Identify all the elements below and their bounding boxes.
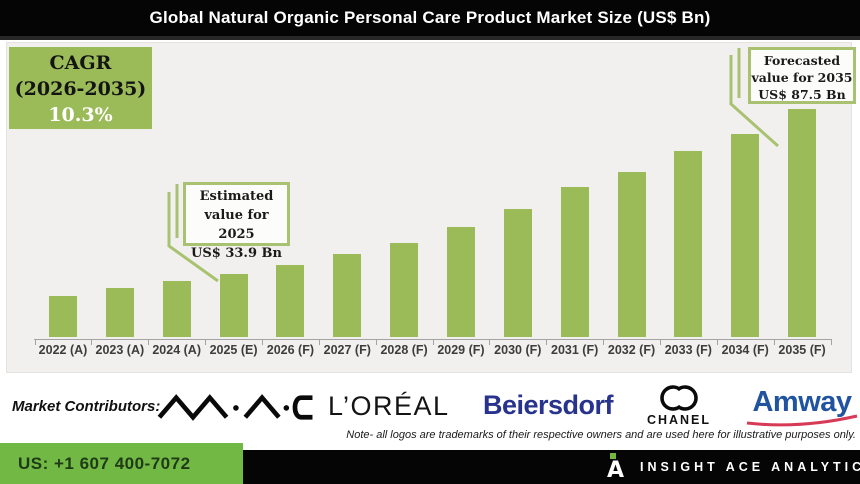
callout-text: value for 2025 <box>204 208 269 242</box>
bar <box>49 296 77 337</box>
axis-tick <box>318 339 320 345</box>
bar <box>503 209 532 337</box>
x-axis-label: 2031 (F) <box>551 343 599 357</box>
footer-brand-bar: A INSIGHT ACE ANALYTIC <box>243 450 860 484</box>
logos-disclaimer-note: Note- all logos are trademarks of their … <box>346 429 856 441</box>
x-axis-label: 2023 (A) <box>95 343 145 357</box>
bar <box>105 288 134 337</box>
amway-wordmark: Amway <box>752 386 852 418</box>
axis-tick <box>205 339 207 345</box>
callout-text: Forecasted <box>763 53 841 68</box>
cagr-period: (2026-2035) <box>14 78 147 100</box>
amway-logo: Amway <box>745 386 859 429</box>
chart-area: 2022 (A) 2023 (A) 2024 (A) 2025 (E) 2026 (F)… <box>6 42 852 373</box>
estimated-value-callout: Estimated value for 2025 US$ 33.9 Bn <box>183 182 290 261</box>
x-axis-label: 2030 (F) <box>494 343 542 357</box>
axis-tick <box>375 339 377 345</box>
bar <box>333 254 362 337</box>
amway-swoosh-icon <box>746 414 858 427</box>
chanel-logo: CHANEL <box>644 381 714 427</box>
x-axis-label: 2026 (F) <box>266 343 315 357</box>
x-axis-line <box>34 339 831 340</box>
x-axis-label: 2028 (F) <box>380 343 428 357</box>
forecasted-value-callout: Forecasted value for 2035 US$ 87.5 Bn <box>748 47 856 104</box>
cagr-label: CAGR <box>49 52 112 74</box>
callout-text: Estimated <box>199 189 274 204</box>
axis-tick <box>716 339 718 345</box>
axis-tick <box>773 339 775 345</box>
market-contributors-label: Market Contributors: <box>12 398 161 415</box>
bar <box>788 109 817 337</box>
axis-tick <box>830 339 832 345</box>
axis-tick <box>148 339 150 345</box>
x-axis-label: 2024 (A) <box>152 343 201 357</box>
callout-value: US$ 33.9 Bn <box>191 246 282 261</box>
bar <box>560 187 589 337</box>
insightace-logo-icon: A <box>607 452 624 482</box>
cagr-value: 10.3% <box>48 104 113 126</box>
x-axis-label: 2034 (F) <box>721 343 769 357</box>
bar <box>390 243 419 337</box>
axis-tick <box>489 339 491 345</box>
company-name: INSIGHT ACE ANALYTIC <box>640 460 860 474</box>
phone-number: US: +1 607 400-7072 <box>18 453 191 473</box>
axis-tick <box>546 339 548 345</box>
beiersdorf-logo: Beiersdorf <box>483 390 614 420</box>
x-axis-label: 2033 (F) <box>664 343 712 357</box>
title-bar: Global Natural Organic Personal Care Pro… <box>0 0 860 40</box>
axis-tick <box>262 339 263 345</box>
bar <box>276 265 305 337</box>
bar <box>219 274 248 337</box>
axis-tick <box>432 339 434 345</box>
mac-logo <box>157 394 313 421</box>
x-axis-label: 2032 (F) <box>607 343 656 357</box>
x-axis-label: 2035 (F) <box>778 343 826 357</box>
x-axis-label: 2029 (F) <box>437 343 485 357</box>
bar <box>731 134 760 337</box>
loreal-logo: L’ORÉAL <box>328 391 450 421</box>
bar <box>162 281 191 337</box>
cagr-box: CAGR (2026-2035) 10.3% <box>9 47 152 129</box>
bar <box>617 172 646 337</box>
footer-phone-bar: US: +1 607 400-7072 <box>0 443 243 484</box>
x-axis-label: 2027 (F) <box>323 343 371 357</box>
chanel-wordmark: CHANEL <box>646 413 712 427</box>
green-square-icon <box>609 452 616 459</box>
bar <box>674 151 703 337</box>
axis-tick <box>91 339 93 345</box>
x-axis-label: 2022 (A) <box>38 343 88 357</box>
chanel-cc-icon <box>660 385 698 411</box>
callout-value: US$ 87.5 Bn <box>758 87 846 102</box>
axis-tick <box>34 339 36 345</box>
x-axis-label: 2025 (E) <box>209 343 258 357</box>
axis-tick <box>603 339 605 345</box>
page-title: Global Natural Organic Personal Care Pro… <box>149 8 711 27</box>
bar <box>446 227 475 337</box>
callout-text: value for 2035 <box>751 70 853 85</box>
axis-tick <box>659 339 661 345</box>
